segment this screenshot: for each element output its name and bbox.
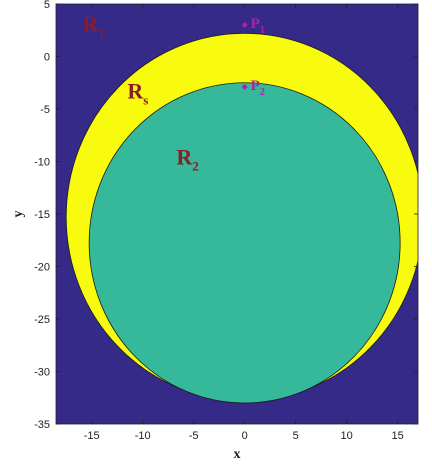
x-tick-label: -15 [84, 430, 100, 442]
x-tick-label: -10 [135, 430, 151, 442]
region-label-r1: R1 [83, 11, 105, 40]
point-label-p1: P1 [251, 16, 265, 36]
x-tick-label: 15 [391, 430, 403, 442]
region-r2-inner-circle [88, 82, 401, 404]
x-tick-label: 10 [340, 430, 352, 442]
y-tick-label: -25 [34, 314, 50, 326]
point-marker-p2 [241, 83, 248, 90]
x-tick-label: -5 [189, 430, 199, 442]
x-tick-label: 0 [242, 430, 248, 442]
x-axis-label: x [234, 447, 241, 462]
point-label-p2: P2 [251, 78, 265, 98]
y-axis-label: y [11, 211, 26, 218]
y-tick-label: 0 [44, 52, 50, 64]
x-tick-label: 5 [293, 430, 299, 442]
y-tick-label: -20 [34, 262, 50, 274]
y-tick-label: -10 [34, 157, 50, 169]
y-tick-label: -15 [34, 209, 50, 221]
y-tick-label: -30 [34, 367, 50, 379]
y-tick-label: 5 [44, 0, 50, 11]
point-marker-p1 [241, 22, 248, 28]
y-tick-label: -5 [40, 104, 50, 116]
y-tick-label: -35 [34, 419, 50, 431]
region-label-rs: Rs [127, 79, 148, 108]
region-label-r2: R2 [176, 145, 198, 174]
